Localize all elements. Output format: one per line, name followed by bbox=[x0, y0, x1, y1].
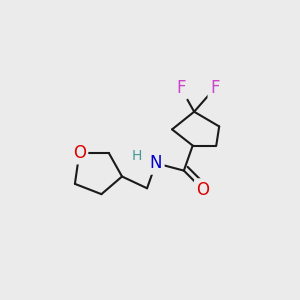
Text: O: O bbox=[196, 181, 209, 199]
Text: N: N bbox=[150, 154, 162, 172]
Text: F: F bbox=[176, 79, 186, 97]
Text: H: H bbox=[132, 149, 142, 163]
Text: F: F bbox=[210, 79, 220, 97]
Text: O: O bbox=[73, 144, 86, 162]
